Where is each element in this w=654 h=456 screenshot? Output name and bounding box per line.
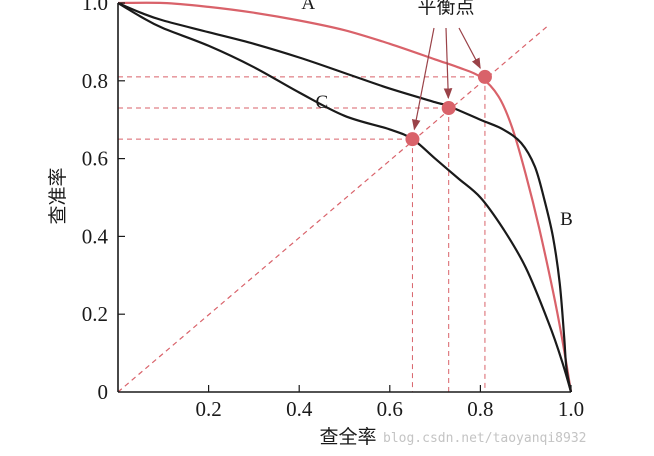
y-tick-label-3: 0.6 bbox=[82, 147, 108, 171]
y-tick-label-5: 1.0 bbox=[82, 0, 108, 15]
curve-label-a: A bbox=[301, 0, 315, 14]
y-tick-label-1: 0.2 bbox=[82, 302, 108, 326]
curve-label-c: C bbox=[316, 92, 329, 113]
text-layer: 查全率 查准率 平衡点 blog.csdn.net/taoyanqi8932 0… bbox=[47, 0, 587, 448]
x-tick-label-3: 0.8 bbox=[467, 397, 493, 421]
diagonal-reference-line bbox=[117, 24, 549, 393]
y-axis-title: 查准率 bbox=[47, 167, 69, 224]
guide-lines-layer bbox=[117, 24, 549, 393]
curves-layer bbox=[117, 1, 573, 393]
points-layer bbox=[405, 27, 492, 147]
x-axis-title: 查全率 bbox=[319, 426, 376, 448]
y-tick-label-2: 0.4 bbox=[82, 224, 109, 248]
break-even-annotation: 平衡点 bbox=[417, 0, 474, 18]
x-tick-label-4: 1.0 bbox=[558, 397, 584, 421]
break-even-point-1 bbox=[441, 101, 456, 116]
curve-a bbox=[117, 1, 573, 393]
x-tick-label-2: 0.6 bbox=[377, 397, 403, 421]
break-even-point-2 bbox=[477, 69, 492, 84]
y-tick-label-4: 0.8 bbox=[82, 69, 108, 93]
curve-b bbox=[117, 1, 573, 393]
curve-label-b: B bbox=[560, 209, 573, 230]
y-tick-label-0: 0 bbox=[98, 380, 109, 404]
annotation-arrow-1 bbox=[443, 27, 453, 100]
watermark-text: blog.csdn.net/taoyanqi8932 bbox=[383, 431, 587, 446]
curve-c bbox=[117, 2, 573, 393]
break-even-point-0 bbox=[405, 132, 420, 147]
x-tick-label-1: 0.4 bbox=[286, 397, 313, 421]
axes-layer bbox=[117, 2, 572, 393]
annotation-arrow-2 bbox=[458, 27, 481, 70]
x-tick-label-0: 0.2 bbox=[195, 397, 221, 421]
annotation-arrow-0 bbox=[411, 27, 435, 131]
